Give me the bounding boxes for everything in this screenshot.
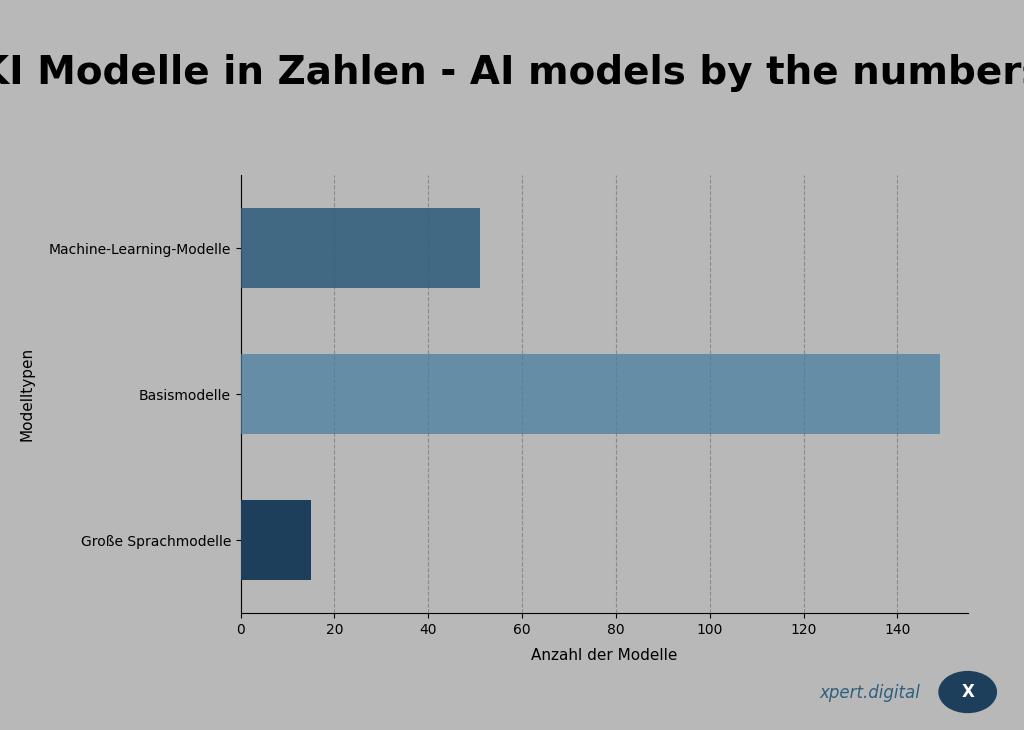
Bar xyxy=(241,354,940,434)
Text: xpert.digital: xpert.digital xyxy=(819,685,921,702)
X-axis label: Anzahl der Modelle: Anzahl der Modelle xyxy=(531,648,677,663)
Y-axis label: Modelltypen: Modelltypen xyxy=(19,347,35,441)
Bar xyxy=(241,208,480,288)
Bar xyxy=(241,500,311,580)
Text: X: X xyxy=(962,683,974,701)
Text: KI Modelle in Zahlen - AI models by the numbers: KI Modelle in Zahlen - AI models by the … xyxy=(0,54,1024,92)
